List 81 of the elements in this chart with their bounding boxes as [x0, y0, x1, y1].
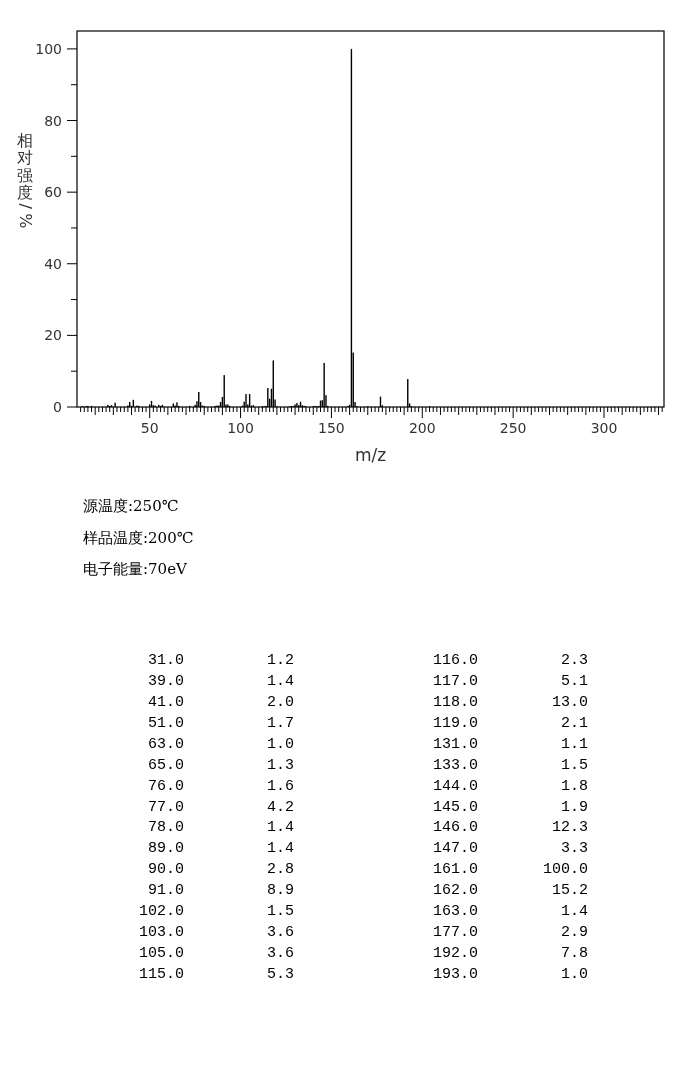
data-label: 1.4 [266, 672, 294, 690]
category-label: 78.0 [147, 819, 184, 837]
category-label: 41.0 [147, 693, 184, 711]
data-label: 1.7 [266, 714, 294, 732]
x-tick-label: 50 [140, 420, 159, 436]
y-tick-label: 60 [44, 184, 62, 201]
category-label: 119.0 [432, 714, 478, 732]
data-label: 1.0 [560, 965, 588, 983]
category-label: 116.0 [432, 652, 478, 669]
data-label: 2.1 [560, 714, 588, 732]
data-label: 8.9 [266, 882, 294, 900]
data-label: 7.8 [560, 945, 588, 963]
category-label: 146.0 [432, 819, 478, 837]
text: 电子能量:70eV [83, 560, 189, 578]
data-label: 1.3 [266, 756, 294, 774]
data-label: 2.8 [266, 861, 294, 879]
data-label: 1.4 [266, 819, 294, 837]
y-tick-label: 40 [44, 255, 62, 272]
category-label: 39.0 [147, 672, 184, 690]
category-label: 115.0 [138, 965, 184, 983]
data-label: 1.5 [266, 903, 294, 921]
data-label: 4.2 [266, 798, 294, 816]
y-tick-label: 20 [44, 327, 62, 344]
data-label: 1.8 [560, 777, 588, 795]
x-tick-label: 300 [590, 420, 618, 436]
category-label: 162.0 [432, 882, 478, 900]
category-label: 90.0 [147, 861, 184, 879]
x-axis-title: m/z [354, 445, 387, 465]
x-tick-label: 100 [227, 420, 254, 436]
category-label: 177.0 [432, 924, 478, 942]
data-label: 1.9 [560, 798, 588, 816]
data-label: 2.3 [560, 652, 588, 669]
data-label: 13.0 [551, 693, 588, 711]
data-label: 1.1 [560, 735, 588, 753]
category-label: 192.0 [432, 945, 478, 963]
data-label: 2.0 [266, 693, 294, 711]
data-label: 3.6 [266, 945, 294, 963]
category-label: 63.0 [147, 735, 184, 753]
category-label: 77.0 [147, 798, 184, 816]
category-label: 117.0 [432, 672, 478, 690]
category-label: 31.0 [147, 652, 184, 669]
category-label: 102.0 [138, 903, 184, 921]
y-axis-title: 相对强度/% [16, 130, 35, 229]
category-label: 91.0 [147, 882, 184, 900]
category-label: 65.0 [147, 756, 184, 774]
y-tick-label: 80 [44, 112, 62, 129]
data-label: 100.0 [542, 861, 588, 879]
data-label: 1.6 [266, 777, 294, 795]
category-label: 89.0 [147, 840, 184, 858]
category-label: 76.0 [147, 777, 184, 795]
data-label: 3.6 [266, 924, 294, 942]
category-label: 147.0 [432, 840, 478, 858]
category-label: 51.0 [147, 714, 184, 732]
x-tick-label: 200 [408, 420, 436, 436]
y-tick-label: 100 [35, 40, 62, 57]
category-label: 103.0 [138, 924, 184, 942]
category-label: 118.0 [432, 693, 478, 711]
data-label: 3.3 [560, 840, 588, 858]
data-label: 5.3 [266, 965, 294, 983]
x-tick-label: 150 [318, 420, 345, 436]
text: 源温度:250℃ [83, 497, 179, 515]
category-label: 133.0 [432, 756, 478, 774]
data-label: 1.0 [266, 735, 294, 753]
data-label: 1.4 [560, 903, 588, 921]
category-label: 105.0 [138, 945, 184, 963]
data-label: 2.9 [560, 924, 588, 942]
text: 样品温度:200℃ [83, 528, 194, 547]
category-label: 145.0 [432, 798, 478, 816]
x-tick-label: 250 [499, 420, 527, 436]
category-label: 163.0 [432, 903, 478, 921]
data-label: 15.2 [551, 882, 588, 900]
category-label: 193.0 [432, 965, 478, 983]
category-label: 144.0 [432, 777, 478, 795]
data-label: 12.3 [551, 819, 588, 837]
y-tick-label: 0 [53, 399, 62, 415]
data-label: 1.4 [266, 840, 294, 858]
data-label: 1.5 [560, 756, 588, 774]
category-label: 161.0 [432, 861, 478, 879]
category-label: 131.0 [432, 735, 478, 753]
data-label: 1.2 [266, 652, 294, 669]
data-label: 5.1 [560, 672, 588, 690]
